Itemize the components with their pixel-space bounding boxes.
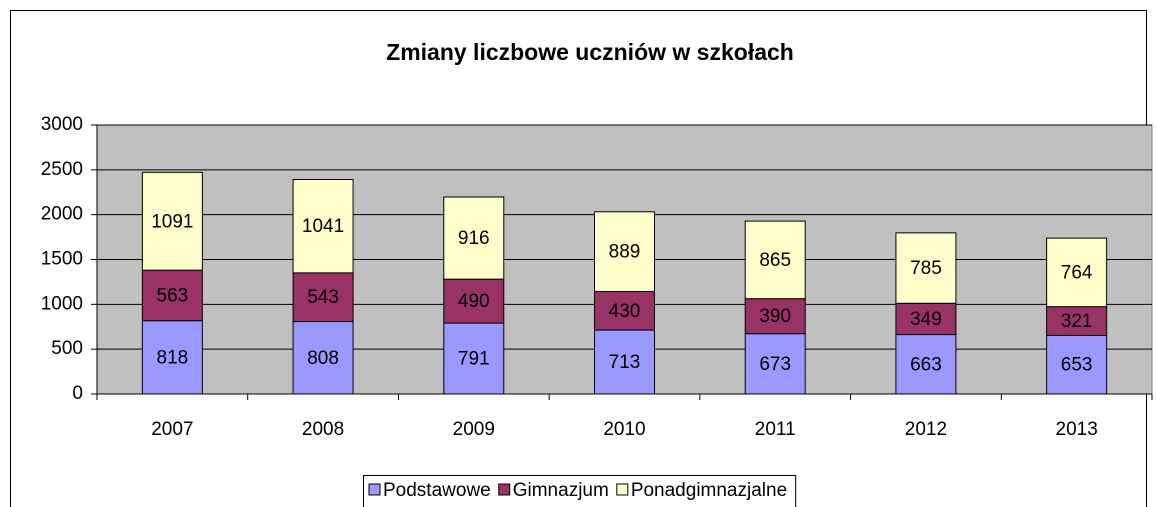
bar-segment <box>141 171 203 271</box>
x-tick-label: 2009 <box>453 419 495 440</box>
y-tick-label: 3000 <box>41 114 83 135</box>
data-label: 916 <box>458 228 490 249</box>
bar-segment <box>895 232 957 304</box>
y-tick-label: 1000 <box>41 293 83 314</box>
bar-segment <box>292 179 354 274</box>
data-label: 865 <box>759 250 791 271</box>
data-label: 1041 <box>302 216 344 237</box>
data-label: 563 <box>157 285 189 306</box>
bar-segment <box>141 320 203 395</box>
data-label: 490 <box>458 291 490 312</box>
data-label: 889 <box>609 242 641 263</box>
bar-segment <box>292 321 354 395</box>
data-label: 808 <box>307 348 339 369</box>
bar-segment <box>895 334 957 395</box>
data-label: 818 <box>157 347 189 368</box>
y-tick-label: 2500 <box>41 159 83 180</box>
bar-segment <box>141 269 203 322</box>
bar-segment <box>443 278 505 324</box>
data-label: 1091 <box>151 211 193 232</box>
bar-segment <box>744 220 806 300</box>
bar-segment <box>744 298 806 335</box>
y-tick-label: 1500 <box>41 249 83 270</box>
legend-swatch <box>368 483 381 496</box>
data-label: 663 <box>910 354 942 375</box>
legend-swatch <box>616 483 629 496</box>
data-label: 321 <box>1061 311 1093 332</box>
x-tick-label: 2013 <box>1056 419 1098 440</box>
bar-segment <box>594 329 655 395</box>
x-tick-label: 2010 <box>603 419 645 440</box>
bar-segment <box>292 272 354 323</box>
data-label: 785 <box>910 258 942 279</box>
data-label: 543 <box>307 287 339 308</box>
data-label: 349 <box>910 309 942 330</box>
chart-title: Zmiany liczbowe uczniów w szkołach <box>386 39 794 65</box>
bar-segment <box>1046 237 1108 308</box>
data-label: 791 <box>458 349 490 370</box>
data-label: 390 <box>759 306 791 327</box>
x-tick-label: 2007 <box>151 419 193 440</box>
y-tick-label: 0 <box>72 383 83 404</box>
bar-segment <box>744 333 806 395</box>
bar-segment <box>1046 334 1108 395</box>
legend-swatch <box>498 483 511 496</box>
legend-label: Podstawowe <box>383 480 491 501</box>
bar-segment <box>594 211 655 293</box>
data-label: 430 <box>609 301 641 322</box>
bar-segment <box>443 322 505 395</box>
legend-label: Gimnazjum <box>513 480 609 501</box>
x-tick-label: 2012 <box>905 419 947 440</box>
bar-segment <box>443 196 505 280</box>
y-tick-label: 500 <box>51 338 83 359</box>
x-tick-label: 2011 <box>755 419 796 440</box>
bar-segment <box>594 291 655 331</box>
y-tick-label: 2000 <box>41 204 83 225</box>
data-label: 764 <box>1061 262 1093 283</box>
x-tick-label: 2008 <box>302 419 344 440</box>
bar-segment <box>1046 306 1108 336</box>
data-label: 653 <box>1061 355 1093 376</box>
legend-label: Ponadgimnazjalne <box>631 480 787 501</box>
data-label: 673 <box>759 354 791 375</box>
legend-box <box>363 475 797 507</box>
data-label: 713 <box>609 352 641 373</box>
